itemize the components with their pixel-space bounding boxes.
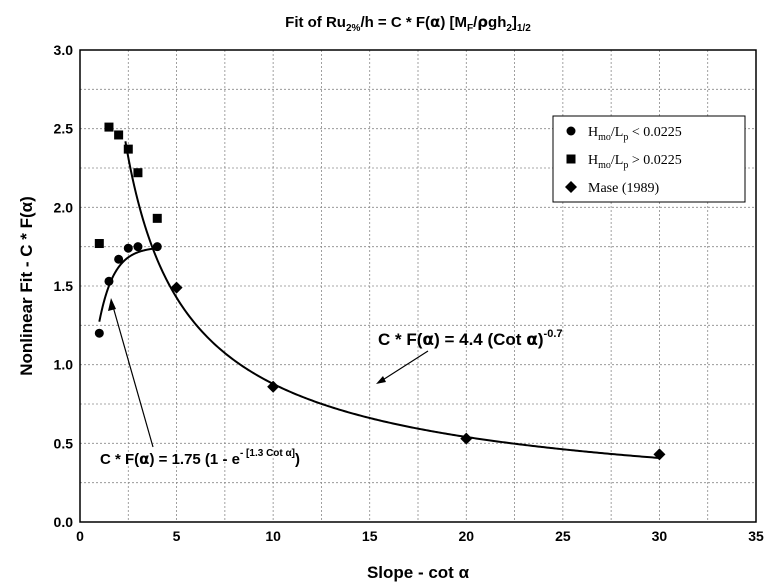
legend-square-marker bbox=[566, 154, 576, 164]
x-tick-label: 0 bbox=[76, 528, 84, 544]
x-tick-label: 25 bbox=[555, 528, 571, 544]
tick-labels: 0 5 10 15 20 25 30 35 0.0 0.5 1.0 1.5 2.0 2.5 3.0 bbox=[54, 42, 764, 544]
exp-fit-equation: C * F(α) = 1.75 (1 - e- [1.3 Cot α]) bbox=[100, 448, 300, 468]
exp-fit-arrowhead bbox=[108, 298, 116, 311]
power-fit-arrowhead bbox=[376, 376, 386, 384]
data-point-diamond bbox=[170, 281, 183, 294]
x-tick-label: 35 bbox=[748, 528, 764, 544]
data-point-circle bbox=[133, 242, 143, 252]
data-point-square bbox=[133, 168, 143, 178]
legend: Hmo/Lp < 0.0225 Hmo/Lp > 0.0225 Mase (19… bbox=[552, 115, 746, 203]
data-point-circle bbox=[104, 276, 114, 286]
legend-diamond-marker bbox=[565, 181, 577, 193]
x-tick-label: 10 bbox=[265, 528, 281, 544]
x-tick-label: 30 bbox=[652, 528, 668, 544]
data-markers bbox=[94, 122, 666, 461]
legend-entry-3: Mase (1989) bbox=[588, 181, 659, 196]
data-point-square bbox=[94, 239, 104, 249]
legend-circle-marker bbox=[566, 126, 576, 136]
y-tick-label: 0.5 bbox=[54, 435, 74, 451]
power-fit-equation: C * F(α) = 4.4 (Cot α)-0.7 bbox=[378, 328, 563, 350]
exponential-fit-curve bbox=[98, 247, 158, 322]
exp-fit-arrow bbox=[111, 302, 154, 448]
y-tick-label: 2.0 bbox=[54, 199, 74, 215]
legend-box bbox=[552, 115, 746, 203]
x-axis-title: Slope - cot α bbox=[367, 563, 470, 582]
data-point-circle bbox=[152, 242, 162, 252]
y-tick-label: 1.5 bbox=[54, 278, 74, 294]
y-tick-label: 1.0 bbox=[54, 357, 74, 373]
data-point-circle bbox=[94, 328, 104, 338]
data-point-diamond bbox=[460, 432, 473, 445]
x-tick-label: 15 bbox=[362, 528, 378, 544]
data-point-diamond bbox=[653, 448, 666, 461]
plot-frame bbox=[79, 49, 757, 523]
legend-entry-1: Hmo/Lp < 0.0225 bbox=[588, 125, 682, 143]
data-point-square bbox=[152, 213, 162, 223]
y-tick-label: 0.0 bbox=[54, 514, 74, 530]
data-point-square bbox=[104, 122, 114, 132]
x-tick-label: 20 bbox=[458, 528, 474, 544]
power-fit-arrow bbox=[377, 350, 429, 384]
fit-curves bbox=[98, 141, 660, 459]
y-axis-title: Nonlinear Fit - C * F(α) bbox=[17, 196, 36, 376]
y-tick-label: 3.0 bbox=[54, 42, 74, 58]
y-tick-label: 2.5 bbox=[54, 121, 74, 137]
data-point-circle bbox=[123, 243, 133, 253]
data-point-square bbox=[114, 130, 124, 140]
legend-entry-2: Hmo/Lp > 0.0225 bbox=[588, 153, 682, 171]
data-point-circle bbox=[114, 254, 124, 264]
data-point-square bbox=[123, 144, 133, 154]
x-tick-label: 5 bbox=[173, 528, 181, 544]
data-point-diamond bbox=[267, 380, 280, 393]
power-fit-curve bbox=[124, 141, 660, 459]
chart-title: Fit of Ru2%/h = C * F(α) [MF/ρgh2]1/2 bbox=[285, 13, 531, 34]
